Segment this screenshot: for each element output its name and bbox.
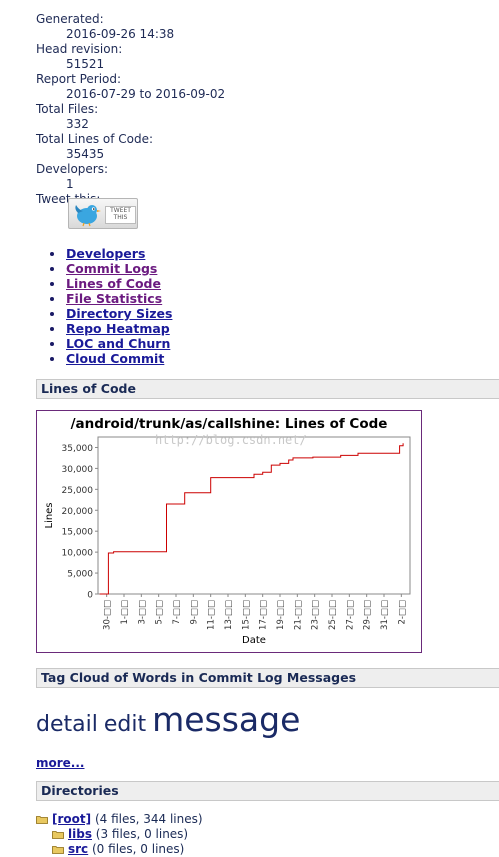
report-nav: Developers Commit Logs Lines of Code File S… [50,246,172,366]
tag-edit[interactable]: edit [103,712,147,737]
nav-link-repo-heatmap[interactable]: Repo Heatmap [66,321,170,336]
y-tick-label: 10,000 [62,549,94,559]
total-loc-value: 35435 [66,147,105,161]
section-tag-cloud: Tag Cloud of Words in Commit Log Message… [36,668,499,688]
head-revision-label: Head revision: [36,42,123,56]
directory-info: (3 files, 0 lines) [91,827,189,841]
total-files-label: Total Files: [36,102,99,116]
folder-icon [36,816,48,824]
watermark: http://blog.csdn.net/ [155,433,307,447]
x-tick-label: 21-□□ [293,600,303,630]
y-axis-label: Lines [44,502,55,528]
y-tick-label: 20,000 [62,507,94,517]
x-tick-label: 7-□□ [172,600,182,625]
series-line [99,443,404,595]
report-period-value: 2016-07-29 to 2016-09-02 [66,87,226,101]
x-tick-label: 31-□□ [380,600,390,630]
y-tick-label: 25,000 [62,486,94,496]
nav-item: Commit Logs [50,261,172,276]
nav-link-developers[interactable]: Developers [66,246,146,261]
y-tick-label: 15,000 [62,528,94,538]
x-tick-label: 5-□□ [155,600,165,625]
directory-row: [root] (4 files, 344 lines) [36,812,203,827]
directory-row: libs (3 files, 0 lines) [52,827,203,842]
head-revision-value: 51521 [66,57,105,71]
x-tick-label: 19-□□ [276,600,286,630]
nav-item: LOC and Churn [50,336,172,351]
tag-cloud: detail edit message [36,700,306,739]
loc-chart-frame: /android/trunk/as/callshine: Lines of Co… [36,410,422,653]
nav-link-lines-of-code[interactable]: Lines of Code [66,276,161,291]
report-period-label: Report Period: [36,72,122,86]
total-files-value: 332 [66,117,89,131]
x-axis-label: Date [242,635,266,646]
nav-link-loc-and-churn[interactable]: LOC and Churn [66,336,171,351]
nav-item: Repo Heatmap [50,321,172,336]
x-tick-label: 17-□□ [259,600,269,630]
nav-item: Lines of Code [50,276,172,291]
tweet-button-label: TWEET THIS [105,206,136,224]
twitter-bird-icon [75,205,101,227]
y-tick-label: 5,000 [67,570,93,580]
y-tick-label: 30,000 [62,465,94,475]
nav-link-file-statistics[interactable]: File Statistics [66,291,163,306]
nav-link-cloud-commit[interactable]: Cloud Commit [66,351,165,366]
loc-chart: /android/trunk/as/callshine: Lines of Co… [44,416,411,646]
x-tick-label: 11-□□ [207,600,217,630]
directory-row: src (0 files, 0 lines) [52,842,203,857]
more-link[interactable]: more... [36,756,85,770]
nav-item: Cloud Commit [50,351,172,366]
x-tick-label: 23-□□ [311,600,321,630]
directory-link[interactable]: libs [68,827,92,841]
x-tick-label: 27-□□ [345,600,355,630]
generated-label: Generated: [36,12,104,26]
tag-message[interactable]: message [152,700,301,739]
x-tick-label: 29-□□ [363,600,373,630]
folder-icon [52,831,64,839]
x-tick-label: 13-□□ [224,600,234,630]
x-tick-label: 9-□□ [189,600,199,625]
nav-link-commit-logs[interactable]: Commit Logs [66,261,158,276]
section-lines-of-code: Lines of Code [36,379,499,399]
y-tick-label: 0 [87,591,93,601]
tag-detail[interactable]: detail [36,712,98,737]
x-tick-label: 25-□□ [328,600,338,630]
generated-value: 2016-09-26 14:38 [66,27,175,41]
total-loc-label: Total Lines of Code: [36,132,154,146]
directory-info: (4 files, 344 lines) [91,812,203,826]
section-directories: Directories [36,781,499,801]
report-meta: Generated: 2016-09-26 14:38 Head revisio… [36,12,476,207]
nav-link-directory-sizes[interactable]: Directory Sizes [66,306,173,321]
tweet-button[interactable]: TWEET THIS [68,198,138,229]
x-tick-label: 30-□□ [103,600,113,630]
x-tick-label: 3-□□ [137,600,147,625]
y-tick-label: 35,000 [62,444,94,454]
directory-info: (0 files, 0 lines) [88,842,185,856]
chart-title: /android/trunk/as/callshine: Lines of Co… [71,416,388,432]
developers-value: 1 [66,177,74,191]
x-tick-label: 15-□□ [241,600,251,630]
directory-tree: [root] (4 files, 344 lines) libs (3 files… [36,812,203,857]
nav-item: Developers [50,246,172,261]
directory-link[interactable]: src [68,842,89,856]
nav-item: Directory Sizes [50,306,172,321]
directory-link[interactable]: [root] [52,812,92,826]
plot-area [97,436,411,595]
x-tick-label: 1-□□ [120,600,130,625]
x-tick-label: 2-□□ [397,600,407,625]
developers-label: Developers: [36,162,109,176]
nav-item: File Statistics [50,291,172,306]
